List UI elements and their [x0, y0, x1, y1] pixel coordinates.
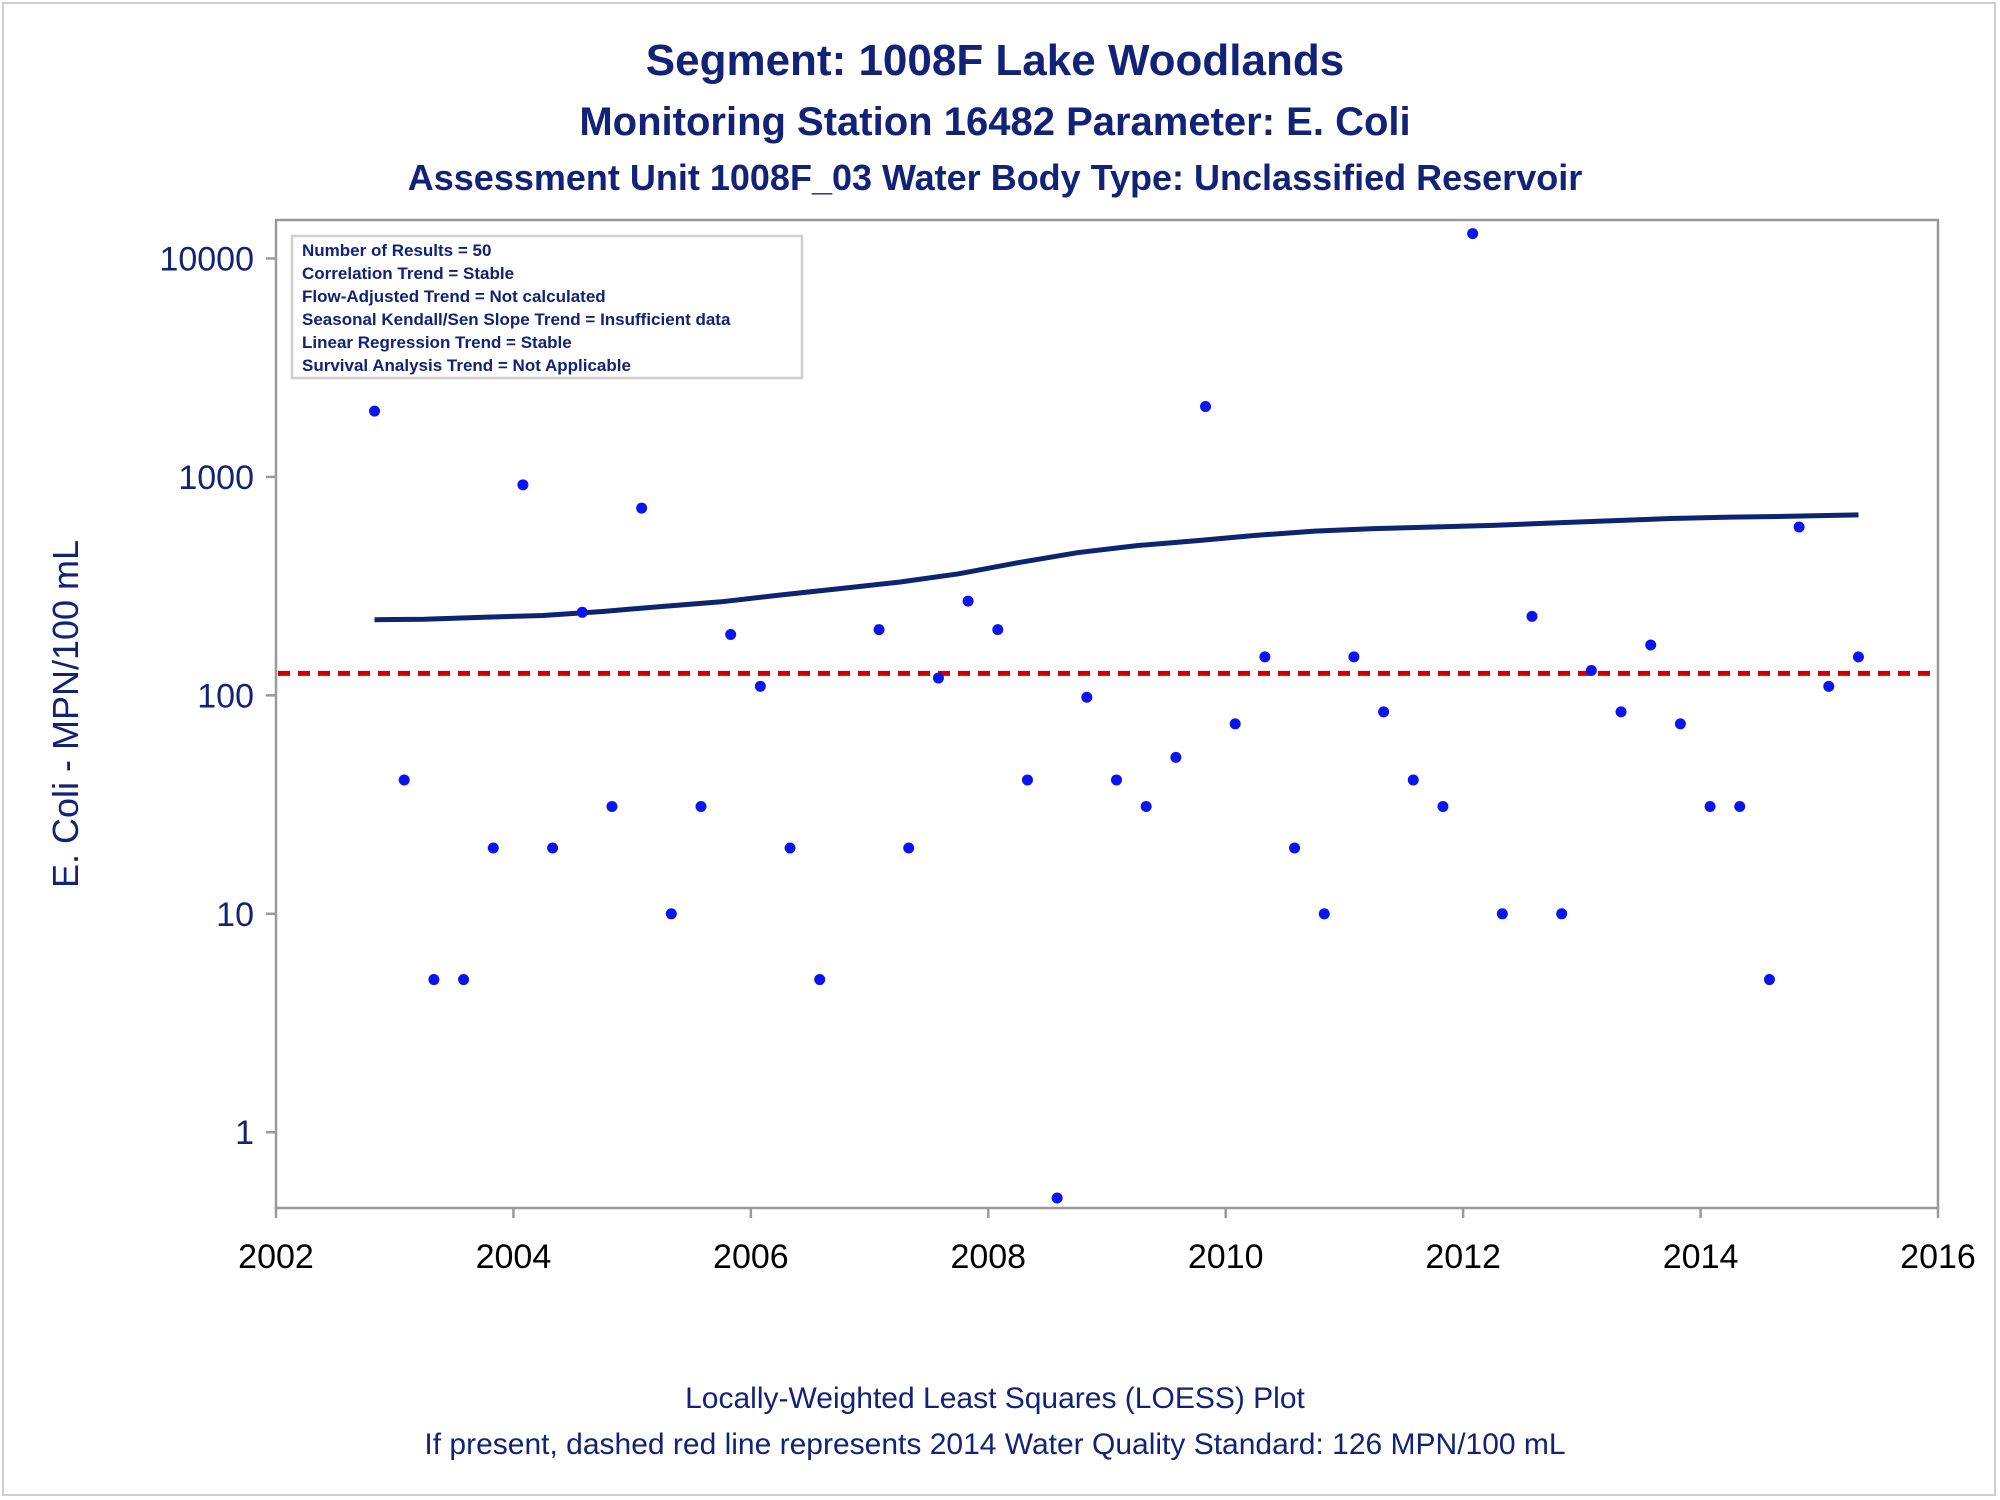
- data-point: [1140, 800, 1152, 812]
- data-point: [1110, 774, 1122, 786]
- data-point: [398, 774, 410, 786]
- stats-line: Correlation Trend = Stable: [302, 264, 514, 283]
- x-tick-label: 2010: [1188, 1238, 1264, 1276]
- data-point: [1200, 401, 1212, 413]
- footnote-standard: If present, dashed red line represents 2…: [424, 1428, 1566, 1461]
- data-point: [1081, 691, 1093, 703]
- data-point: [1734, 800, 1746, 812]
- stats-line: Seasonal Kendall/Sen Slope Trend = Insuf…: [302, 310, 731, 329]
- data-point: [547, 842, 559, 854]
- data-point: [1823, 680, 1835, 692]
- data-point: [1318, 908, 1330, 920]
- data-point: [1259, 651, 1271, 663]
- chart-subtitle: Monitoring Station 16482 Parameter: E. C…: [579, 100, 1411, 144]
- data-point: [606, 800, 618, 812]
- data-point: [784, 842, 796, 854]
- data-point: [1348, 651, 1360, 663]
- y-tick-label: 1000: [178, 459, 254, 497]
- data-point: [1704, 800, 1716, 812]
- data-point: [1407, 774, 1419, 786]
- data-point: [1793, 521, 1805, 533]
- x-tick-label: 2008: [950, 1238, 1026, 1276]
- x-tick-label: 2002: [238, 1238, 314, 1276]
- data-point: [992, 624, 1004, 636]
- data-point: [1645, 639, 1657, 651]
- data-point: [576, 606, 588, 618]
- data-point: [1526, 610, 1538, 622]
- data-point: [814, 974, 826, 986]
- data-point: [873, 624, 885, 636]
- data-point: [1378, 706, 1390, 718]
- stats-box: Number of Results = 50 Correlation Trend …: [290, 234, 804, 380]
- data-point: [932, 672, 944, 684]
- stats-line: Number of Results = 50: [302, 241, 491, 260]
- data-point: [1585, 664, 1597, 676]
- data-point: [1556, 908, 1568, 920]
- y-axis-label: E. Coli - MPN/100 mL: [45, 540, 86, 888]
- y-tick-label: 10: [216, 896, 254, 934]
- y-tick-label: 1: [235, 1114, 254, 1152]
- data-point: [754, 680, 766, 692]
- data-point: [1051, 1192, 1063, 1204]
- data-point: [517, 479, 529, 491]
- y-tick-label: 100: [197, 677, 254, 715]
- data-point: [1674, 718, 1686, 730]
- x-tick-label: 2016: [1900, 1238, 1976, 1276]
- stats-line: Linear Regression Trend = Stable: [302, 333, 572, 352]
- data-point: [665, 908, 677, 920]
- data-point: [962, 595, 974, 607]
- data-point: [1170, 751, 1182, 763]
- data-point: [636, 502, 648, 514]
- data-point: [1467, 228, 1479, 240]
- data-point: [1021, 774, 1033, 786]
- chart-title: Segment: 1008F Lake Woodlands: [645, 36, 1345, 85]
- data-point: [1437, 800, 1449, 812]
- loess-trend-line: [374, 512, 1859, 623]
- y-tick-label: 10000: [159, 240, 254, 278]
- y-axis: 1 10 100 1000 10000: [159, 240, 276, 1152]
- x-tick-label: 2012: [1425, 1238, 1501, 1276]
- data-point: [903, 842, 915, 854]
- data-point: [695, 800, 707, 812]
- stats-line: Survival Analysis Trend = Not Applicable: [302, 356, 631, 375]
- data-points: [369, 228, 1864, 1204]
- footnote-loess: Locally-Weighted Least Squares (LOESS) P…: [685, 1382, 1305, 1415]
- plot-area-border: [274, 218, 1940, 1210]
- data-point: [369, 405, 381, 417]
- chart-subtitle-2: Assessment Unit 1008F_03 Water Body Type…: [407, 157, 1583, 198]
- data-point: [458, 974, 470, 986]
- x-tick-label: 2004: [476, 1238, 552, 1276]
- data-point: [1496, 908, 1508, 920]
- data-point: [1229, 718, 1241, 730]
- data-point: [1615, 706, 1627, 718]
- data-point: [487, 842, 499, 854]
- x-tick-label: 2014: [1663, 1238, 1739, 1276]
- data-point: [1289, 842, 1301, 854]
- data-point: [725, 628, 737, 640]
- x-tick-label: 2006: [713, 1238, 789, 1276]
- data-point: [428, 974, 440, 986]
- data-point: [1763, 974, 1775, 986]
- data-point: [1852, 651, 1864, 663]
- stats-line: Flow-Adjusted Trend = Not calculated: [302, 287, 606, 306]
- x-axis: 2002 2004 2006 2008 2010 2012 2014 2016: [238, 1208, 1976, 1276]
